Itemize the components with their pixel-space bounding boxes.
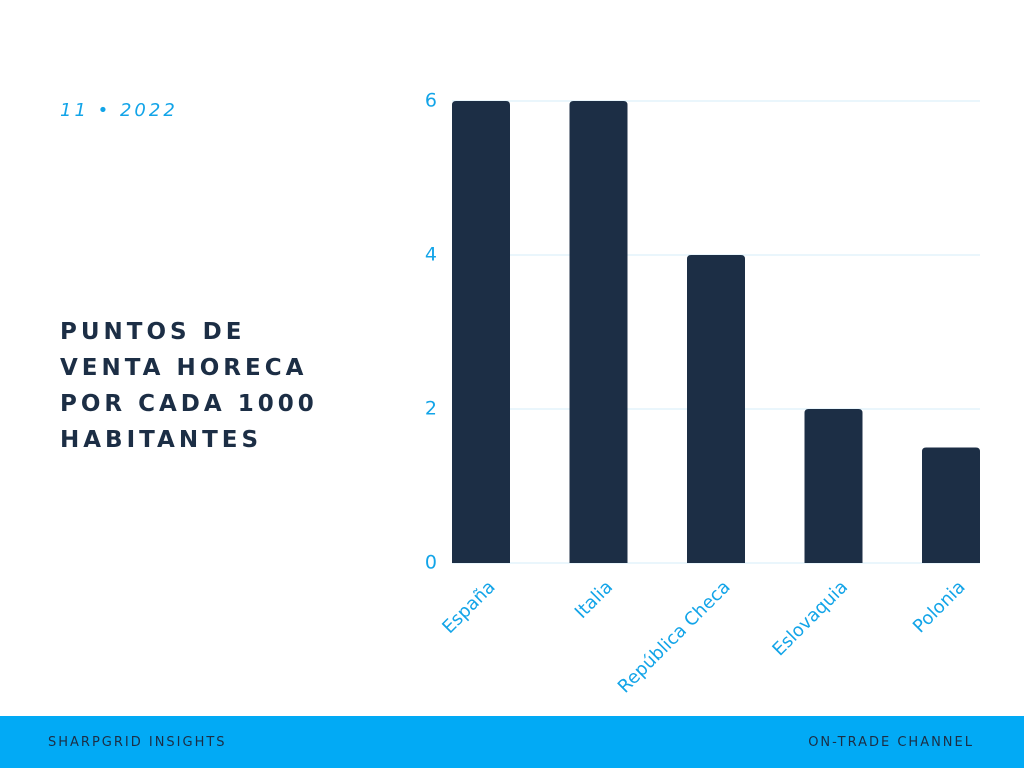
x-tick-label-0: España — [438, 577, 499, 638]
y-tick-label-1: 2 — [425, 398, 437, 420]
date-label: 11 • 2022 — [60, 100, 178, 121]
x-tick-label-4: Polonia — [909, 577, 970, 638]
x-tick-label-1: Italia — [571, 577, 617, 623]
y-tick-label-0: 0 — [425, 552, 437, 574]
bar-3 — [804, 409, 863, 563]
bar-1 — [569, 101, 628, 563]
chart-title: PUNTOS DE VENTA HORECA POR CADA 1000 HAB… — [60, 314, 360, 458]
title-line-3: POR CADA 1000 — [60, 391, 318, 417]
footer-section: ON-TRADE CHANNEL — [808, 735, 974, 750]
title-line-1: PUNTOS DE — [60, 319, 246, 345]
bar-2 — [687, 255, 745, 563]
title-line-2: VENTA HORECA — [60, 355, 308, 381]
x-tick-label-3: Eslovaquia — [768, 577, 852, 661]
footer-bar: SHARPGRID INSIGHTS ON-TRADE CHANNEL — [0, 716, 1024, 768]
title-line-4: HABITANTES — [60, 427, 263, 453]
bar-4 — [922, 447, 980, 563]
y-tick-label-2: 4 — [425, 244, 437, 266]
x-tick-label-2: República Checa — [614, 577, 735, 698]
y-tick-label-3: 6 — [425, 90, 437, 112]
bar-0 — [452, 101, 510, 563]
footer-brand: SHARPGRID INSIGHTS — [48, 735, 227, 750]
